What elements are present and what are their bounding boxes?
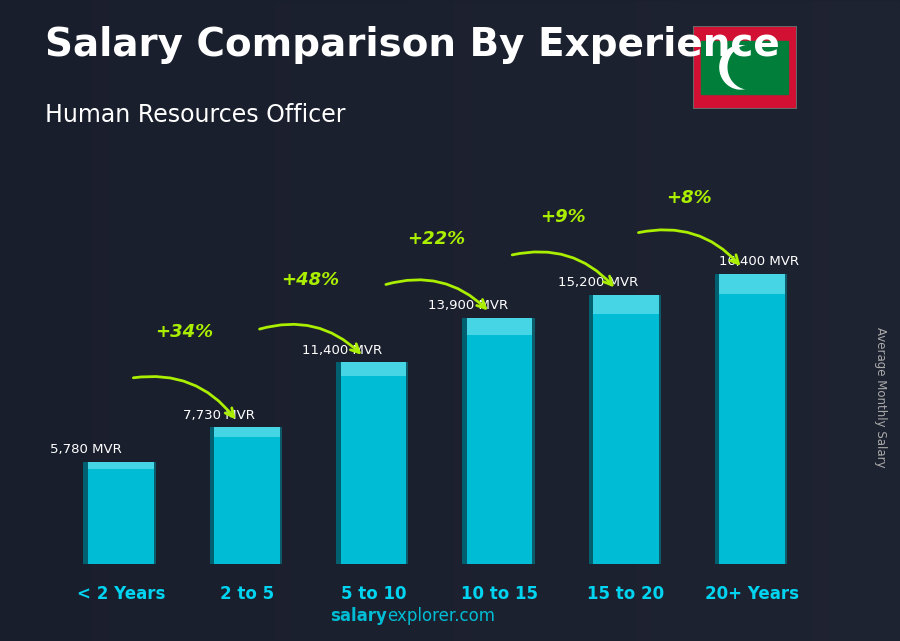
Text: 5 to 10: 5 to 10: [340, 585, 406, 603]
Bar: [659, 295, 662, 564]
Text: 20+ Years: 20+ Years: [706, 585, 799, 603]
Bar: [701, 40, 788, 94]
Text: +48%: +48%: [281, 271, 339, 289]
Text: 10 to 15: 10 to 15: [461, 585, 538, 603]
Text: +8%: +8%: [666, 189, 712, 207]
Text: salary: salary: [330, 607, 387, 625]
Bar: [406, 362, 409, 564]
Bar: [785, 274, 788, 564]
Bar: [336, 362, 340, 564]
Text: 15,200 MVR: 15,200 MVR: [558, 276, 638, 289]
Bar: [214, 428, 280, 437]
Bar: [154, 462, 156, 564]
Text: 2 to 5: 2 to 5: [220, 585, 274, 603]
Text: +9%: +9%: [540, 208, 586, 226]
Bar: [84, 462, 88, 564]
Bar: [340, 362, 406, 376]
Text: Human Resources Officer: Human Resources Officer: [45, 103, 346, 126]
Bar: [467, 318, 533, 335]
Text: +34%: +34%: [155, 323, 213, 341]
Text: < 2 Years: < 2 Years: [76, 585, 165, 603]
Polygon shape: [720, 46, 761, 89]
Bar: [719, 274, 785, 564]
Bar: [280, 428, 283, 564]
Bar: [533, 318, 535, 564]
Bar: [593, 295, 659, 564]
Text: 16,400 MVR: 16,400 MVR: [718, 255, 798, 268]
Text: Salary Comparison By Experience: Salary Comparison By Experience: [45, 26, 779, 63]
Text: 13,900 MVR: 13,900 MVR: [428, 299, 508, 312]
Text: 7,730 MVR: 7,730 MVR: [184, 409, 256, 422]
Text: +22%: +22%: [408, 230, 465, 248]
Bar: [210, 428, 214, 564]
Text: 5,780 MVR: 5,780 MVR: [50, 443, 122, 456]
Bar: [719, 274, 785, 294]
Bar: [467, 318, 533, 564]
Bar: [340, 362, 406, 564]
Polygon shape: [728, 46, 770, 89]
Text: 11,400 MVR: 11,400 MVR: [302, 344, 382, 356]
Bar: [593, 295, 659, 314]
Bar: [463, 318, 467, 564]
Text: Average Monthly Salary: Average Monthly Salary: [874, 327, 886, 468]
Bar: [589, 295, 593, 564]
Bar: [88, 462, 154, 469]
Text: explorer.com: explorer.com: [387, 607, 495, 625]
Bar: [715, 274, 719, 564]
Bar: [214, 428, 280, 564]
Bar: [88, 462, 154, 564]
Text: 15 to 20: 15 to 20: [588, 585, 664, 603]
